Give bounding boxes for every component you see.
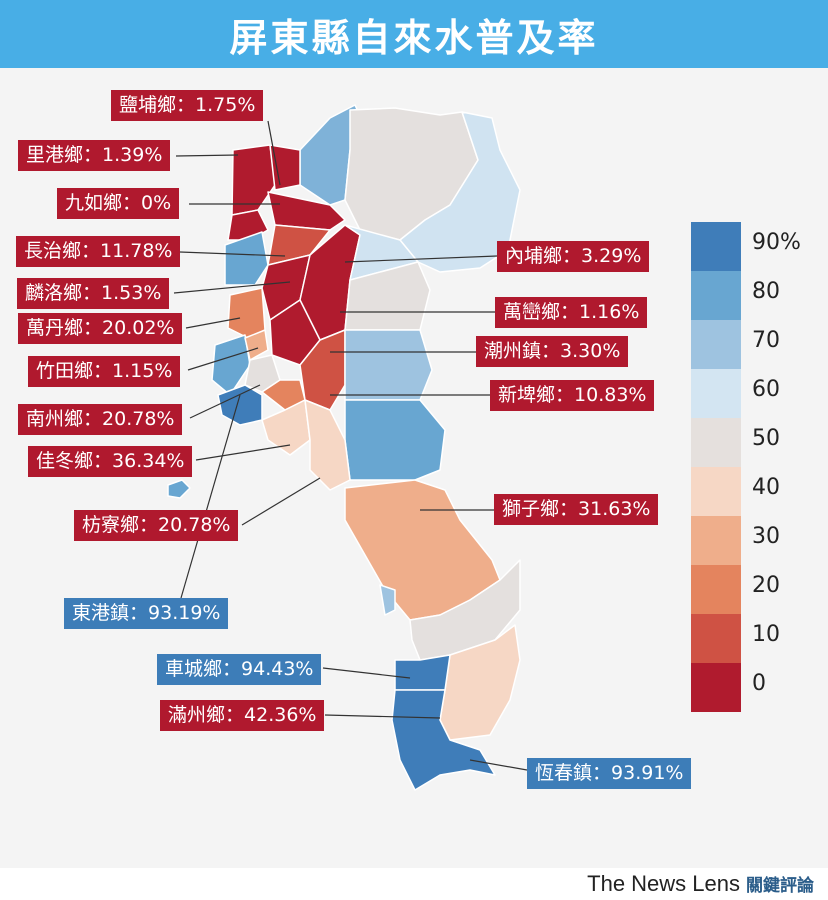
label-jiuru: 九如鄉：0% bbox=[57, 188, 180, 219]
map-area: 鹽埔鄉：1.75% 里港鄉：1.39% 九如鄉：0% 長治鄉：11.78% 麟洛… bbox=[0, 68, 828, 868]
region-xinpi bbox=[344, 399, 446, 481]
legend-tick: 40 bbox=[752, 475, 780, 500]
label-fangliao: 枋寮鄉：20.78% bbox=[74, 510, 239, 541]
leader-line bbox=[173, 281, 291, 294]
leader-line bbox=[187, 347, 259, 371]
region-ligang bbox=[269, 144, 301, 191]
region-hengchun bbox=[391, 689, 496, 791]
region-small-orange bbox=[244, 329, 269, 361]
label-hengchun: 恆春鎮：93.91% bbox=[527, 758, 692, 789]
region-jiuru bbox=[267, 191, 346, 231]
label-checheng: 車城鄉：94.43% bbox=[157, 654, 322, 685]
legend-tick: 60 bbox=[752, 377, 780, 402]
label-wandan: 萬丹鄉：20.02% bbox=[18, 313, 183, 344]
leader-line bbox=[195, 444, 291, 461]
title-banner: 屏東縣自來水普及率 bbox=[0, 0, 828, 68]
label-yanpu: 鹽埔鄉：1.75% bbox=[111, 90, 264, 121]
legend-tick: 30 bbox=[752, 524, 780, 549]
leader-line bbox=[180, 394, 241, 599]
region-fangliao bbox=[304, 399, 351, 491]
brand-name: The News Lens bbox=[587, 871, 740, 896]
leader-line bbox=[344, 255, 498, 263]
leader-line bbox=[241, 477, 321, 526]
label-changzhi: 長治鄉：11.78% bbox=[16, 236, 181, 267]
region-northeast-lightblue bbox=[399, 111, 521, 273]
legend-swatch-70 bbox=[691, 320, 741, 369]
legend-swatch-30 bbox=[691, 516, 741, 565]
label-jiadong: 佳冬鄉：36.34% bbox=[28, 446, 193, 477]
label-chaozhou: 潮州鎮：3.30% bbox=[476, 336, 629, 367]
legend-tick: 70 bbox=[752, 328, 780, 353]
region-mid-grey bbox=[344, 261, 431, 331]
legend-swatch-60 bbox=[691, 369, 741, 418]
leader-line bbox=[185, 317, 241, 329]
label-wanluan: 萬巒鄉：1.16% bbox=[495, 297, 648, 328]
legend-tick: 10 bbox=[752, 622, 780, 647]
region-nanzhou bbox=[261, 379, 306, 411]
legend-tick: 80 bbox=[752, 279, 780, 304]
leader-line bbox=[189, 384, 261, 419]
label-shizi: 獅子鄉：31.63% bbox=[494, 494, 659, 525]
legend-swatch-80 bbox=[691, 271, 741, 320]
region-blue-west bbox=[224, 231, 269, 286]
leader-line bbox=[175, 154, 239, 157]
county-map bbox=[167, 104, 528, 791]
label-donggang: 東港鎮：93.19% bbox=[64, 598, 229, 629]
footer bbox=[0, 868, 828, 900]
legend-swatch-50 bbox=[691, 418, 741, 467]
legend-swatch-20 bbox=[691, 565, 741, 614]
region-checheng bbox=[394, 654, 451, 691]
region-east-blue bbox=[344, 329, 433, 401]
legend-tick: 20 bbox=[752, 573, 780, 598]
leader-line bbox=[324, 714, 441, 719]
legend-swatch-90 bbox=[691, 222, 741, 271]
brand-logo: The News Lens 關鍵評論 bbox=[587, 870, 814, 898]
label-linluo: 麟洛鄉：1.53% bbox=[17, 278, 170, 309]
label-nanzhou: 南州鄉：20.78% bbox=[18, 404, 183, 435]
legend-swatches bbox=[691, 222, 741, 712]
legend-swatch-0 bbox=[691, 663, 741, 712]
label-neipu: 內埔鄉：3.29% bbox=[497, 241, 650, 272]
region-wandan bbox=[227, 287, 266, 339]
legend-tick: 50 bbox=[752, 426, 780, 451]
legend-swatch-10 bbox=[691, 614, 741, 663]
region-west-blue bbox=[211, 334, 251, 396]
region-coast-strip bbox=[379, 584, 396, 616]
label-ligang: 里港鄉：1.39% bbox=[18, 140, 171, 171]
region-mudan bbox=[409, 559, 521, 661]
label-manzhou: 滿州鄉：42.36% bbox=[160, 700, 325, 731]
legend-tick: 0 bbox=[752, 671, 766, 696]
liuqiu-island bbox=[167, 479, 191, 499]
leader-line bbox=[179, 251, 286, 257]
legend-tick: 90% bbox=[752, 230, 801, 255]
leader-line bbox=[469, 759, 528, 771]
brand-sub: 關鍵評論 bbox=[746, 876, 814, 895]
map-title: 屏東縣自來水普及率 bbox=[229, 15, 599, 60]
legend-swatch-40 bbox=[691, 467, 741, 516]
leader-line bbox=[322, 667, 411, 679]
leader-line bbox=[267, 120, 281, 186]
label-zhutian: 竹田鄉：1.15% bbox=[28, 356, 181, 387]
label-xinpi: 新埤鄉：10.83% bbox=[490, 380, 655, 411]
